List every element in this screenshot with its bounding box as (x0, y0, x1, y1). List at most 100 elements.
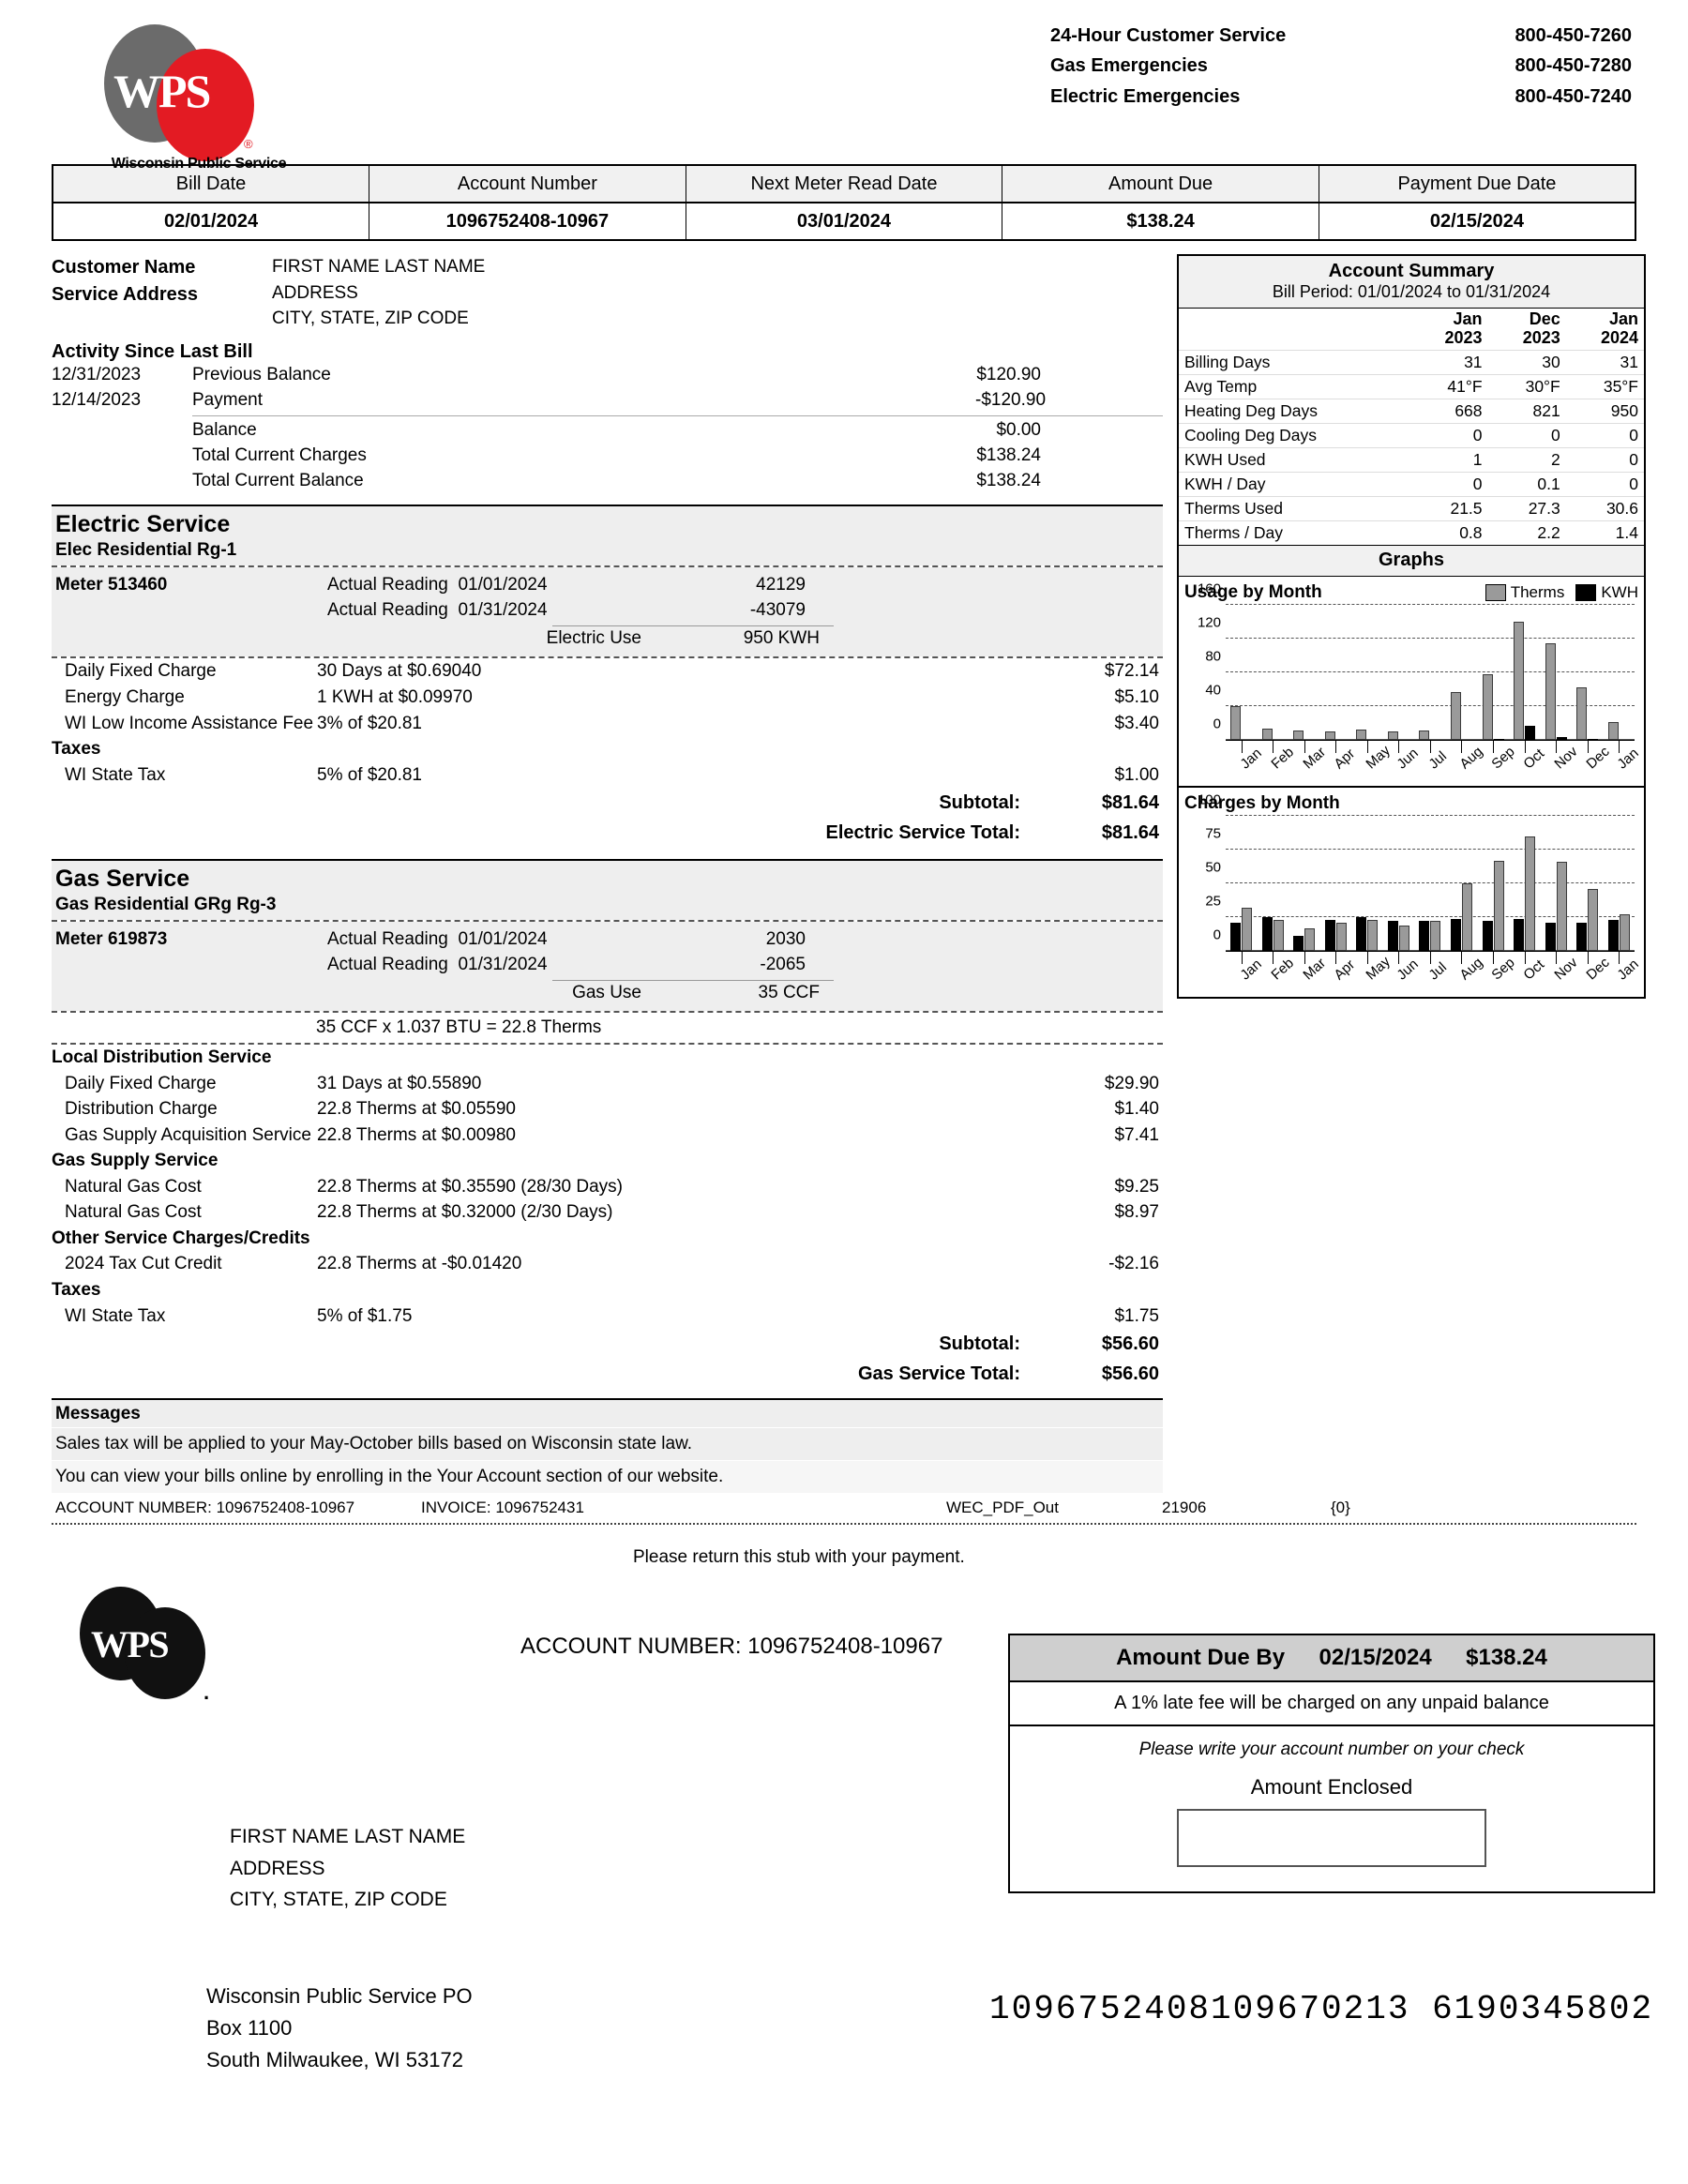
activity-date: 12/31/2023 (52, 364, 142, 384)
summary-row-value: 31 (1565, 349, 1644, 375)
account-summary-header: Account Summary Bill Period: 01/01/2024 … (1179, 256, 1644, 309)
registered-mark-icon: ® (244, 137, 253, 151)
gridline (1226, 739, 1635, 741)
remit-line-2: Box 1100 (206, 2016, 293, 2041)
bar-therms (1304, 927, 1316, 952)
customer-name-value: FIRST NAME LAST NAME (272, 257, 486, 277)
th-payment-due-date: Payment Due Date (1318, 165, 1636, 203)
charge-amount: $72.14 (1104, 661, 1159, 682)
legend-swatch-therms-icon (1485, 584, 1506, 602)
charge-calc: 22.8 Therms at $0.32000 (2/30 Days) (317, 1202, 613, 1223)
electric-use-value: 950 KWH (743, 628, 820, 649)
reading-type: Actual Reading (327, 575, 448, 595)
summary-row-label: Avg Temp (1179, 373, 1410, 399)
summary-row-value: 30.6 (1565, 495, 1644, 521)
bar-group (1446, 605, 1478, 741)
summary-col-year: 2024 (1600, 327, 1638, 347)
bar-group (1509, 605, 1541, 741)
customer-name-label: Customer Name (52, 257, 196, 278)
activity-row: 12/31/2023 Previous Balance $120.90 (52, 363, 1163, 388)
x-axis-tick: Feb (1258, 741, 1297, 782)
reading-value: 2030 (765, 929, 806, 950)
bar-group (1603, 605, 1635, 741)
payment-box: Amount Due By 02/15/2024 $138.24 A 1% la… (1008, 1634, 1655, 1894)
charge-desc: WI State Tax (65, 1305, 166, 1326)
summary-row: KWH Used 1 2 0 (1179, 446, 1644, 473)
reading-label: Actual Reading 01/31/2024 (327, 953, 646, 978)
charge-desc: Daily Fixed Charge (65, 1073, 217, 1093)
charge-row: Natural Gas Cost 22.8 Therms at $0.35590… (52, 1174, 1163, 1200)
summary-row-value: 30 (1487, 349, 1566, 375)
summary-row: Avg Temp 41°F 30°F 35°F (1179, 373, 1644, 399)
reading-type: Actual Reading (327, 955, 448, 975)
payment-stub: Please return this stub with your paymen… (52, 1540, 1655, 2177)
charge-calc: 22.8 Therms at $0.00980 (317, 1124, 516, 1145)
charge-calc: 22.8 Therms at $0.05590 (317, 1099, 516, 1120)
charge-row: WI State Tax 5% of $20.81 $1.00 (52, 762, 1163, 789)
x-axis-tick: Aug (1446, 741, 1486, 782)
y-axis-tick-label: 0 (1213, 715, 1221, 732)
electric-taxes-label: Taxes (52, 739, 101, 760)
charge-calc: 22.8 Therms at $0.35590 (28/30 Days) (317, 1176, 624, 1197)
summary-row-label: Billing Days (1179, 349, 1410, 375)
bar-group (1540, 605, 1572, 741)
gas-taxes-label: Taxes (52, 1280, 101, 1301)
bar-therms (1588, 888, 1599, 952)
reading-sum-line (552, 980, 834, 982)
summary-row-value: 0 (1565, 422, 1644, 448)
y-axis-tick-label: 50 (1205, 859, 1221, 876)
divider-dashed (52, 920, 1163, 923)
summary-row-value: 2 (1487, 446, 1566, 473)
bar-kwh (1545, 922, 1556, 952)
contact-number: 800-450-7240 (1515, 85, 1632, 107)
footer-account-number: ACCOUNT NUMBER: 1096752408-10967 (55, 1499, 355, 1517)
gas-total-amount: $56.60 (1101, 1363, 1159, 1385)
bar-group (1351, 816, 1383, 952)
summary-row-value: 0 (1409, 471, 1488, 497)
contact-row: 24-Hour Customer Service 800-450-7260 (1050, 21, 1632, 51)
summary-row-value: 0 (1565, 446, 1644, 473)
stub-customer-address: FIRST NAME LAST NAME ADDRESS CITY, STATE… (230, 1821, 465, 1916)
tick-mark (1366, 952, 1368, 965)
tick-mark (1556, 741, 1558, 754)
contact-label: Gas Emergencies (1050, 55, 1208, 77)
bill-summary-table: Bill Date Account Number Next Meter Read… (52, 164, 1636, 241)
amount-enclosed-input[interactable] (1177, 1809, 1486, 1868)
reading-type: Actual Reading (327, 929, 448, 950)
bar-kwh (1493, 739, 1504, 741)
summary-row-value: 1 (1409, 446, 1488, 473)
charge-desc: Distribution Charge (65, 1099, 218, 1120)
gas-subtotal-amount: $56.60 (1101, 1333, 1159, 1355)
activity-total-amount: $138.24 (976, 470, 1041, 490)
gas-conversion-line: 35 CCF x 1.037 BTU = 22.8 Therms (316, 1017, 602, 1038)
x-axis-tick: Apr (1320, 741, 1358, 782)
summary-row-label: KWH Used (1179, 446, 1410, 473)
bar-therms (1387, 731, 1398, 741)
bar-group (1572, 605, 1604, 741)
bar-therms (1430, 921, 1441, 952)
usage-chart-title: Usage by Month (1184, 582, 1322, 603)
y-axis-tick-label: 40 (1205, 682, 1221, 699)
electric-total-row: Electric Service Total: $81.64 (52, 818, 1163, 848)
summary-row-value: 2.2 (1487, 520, 1566, 546)
bar-kwh (1482, 921, 1493, 952)
charges-plot-area: 0 25 50 75 100 (1198, 792, 1635, 953)
local-distribution-label: Local Distribution Service (52, 1047, 272, 1068)
bar-kwh (1450, 918, 1461, 952)
left-column: Customer Name Service Address FIRST NAME… (52, 254, 1163, 1389)
bar-group (1414, 605, 1446, 741)
charge-amount: $5.10 (1114, 686, 1159, 707)
charge-calc: 31 Days at $0.55890 (317, 1073, 482, 1093)
contact-row: Gas Emergencies 800-450-7280 (1050, 51, 1632, 81)
electric-use-label: Electric Use (546, 628, 641, 649)
summary-row-value: 0 (1565, 471, 1644, 497)
charge-row: Distribution Charge 22.8 Therms at $0.05… (52, 1096, 1163, 1122)
graphs-label: Graphs (1179, 545, 1644, 578)
footer-code: WEC_PDF_Out (946, 1499, 1059, 1517)
charge-desc: Daily Fixed Charge (65, 661, 217, 682)
charge-amount: -$2.16 (1108, 1254, 1159, 1274)
footer-invoice: INVOICE: 1096752431 (421, 1499, 584, 1517)
tick-mark (1241, 952, 1243, 965)
bar-kwh (1387, 921, 1398, 952)
activity-total-row: Total Current Balance $138.24 (52, 469, 1163, 494)
